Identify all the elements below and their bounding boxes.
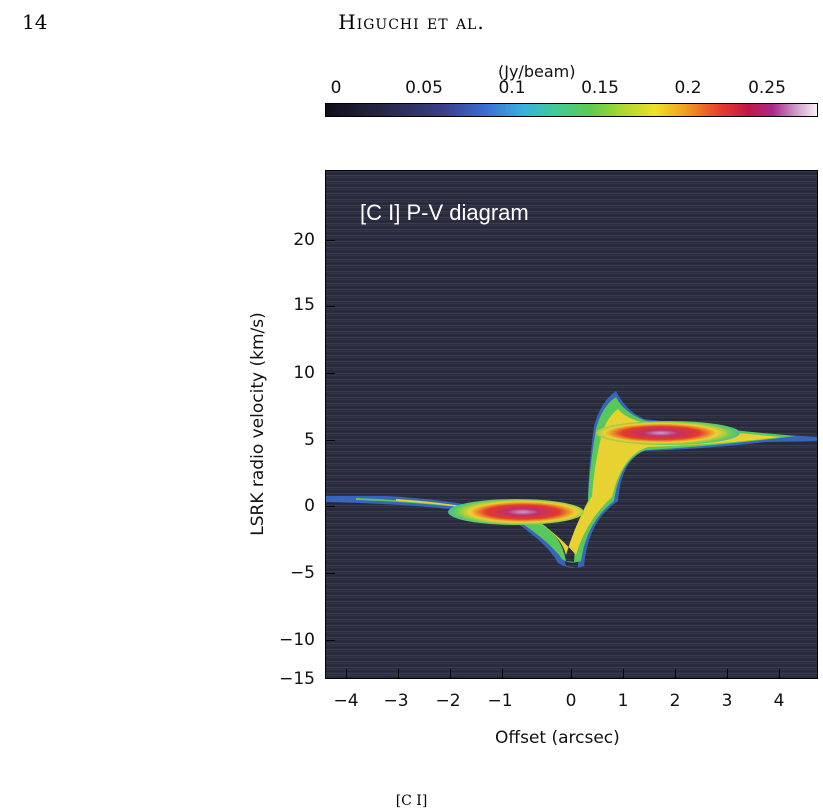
running-head: Higuchi et al. [338,10,485,34]
emission-yellow [396,409,781,555]
y-tick-mark [325,573,335,574]
y-tick-mark [325,440,335,441]
x-tick-label: −3 [383,691,409,711]
colorbar-tick-label: 0.1 [498,78,526,98]
x-tick-label: −2 [435,691,461,711]
colorbar [325,103,818,117]
colorbar-tick-label: 0.15 [581,78,619,98]
y-tick-mark [325,373,335,374]
y-tick-label: 0 [304,496,315,516]
x-tick-label: 4 [773,691,785,711]
colorbar-tick-label: 0.25 [748,78,786,98]
y-tick-label: 20 [293,230,315,250]
x-tick-label: 0 [565,691,577,711]
y-tick-label: 5 [304,430,315,450]
y-tick-mark [325,240,335,241]
colorbar-tick-label: 0 [330,78,342,98]
page-number: 14 [22,10,48,34]
heatmap-background [326,171,817,678]
pv-diagram-plot [325,170,818,679]
y-tick-label: 10 [293,363,315,383]
x-tick-mark [346,669,347,679]
y-tick-label: −10 [279,630,315,650]
blueshifted-lobe [448,499,584,525]
x-axis-label: Offset (arcsec) [495,728,620,748]
y-axis-label: LSRK radio velocity (km/s) [248,312,268,536]
x-tick-label: −4 [333,691,359,711]
x-tick-mark [502,669,503,679]
x-tick-mark [450,669,451,679]
colorbar-tick-label: 0.05 [405,78,443,98]
x-tick-label: −1 [487,691,513,711]
y-tick-label: 15 [293,295,315,315]
x-tick-mark [675,669,676,679]
x-tick-mark [727,669,728,679]
x-tick-mark [398,669,399,679]
colorbar-tick-label: 0.2 [674,78,702,98]
x-tick-mark [571,669,572,679]
plot-title: [C I] P-V diagram [360,200,529,225]
y-tick-label: −15 [279,669,315,689]
x-tick-mark [779,669,780,679]
y-tick-mark [325,640,335,641]
figure-caption-fragment: [C I] [395,793,428,809]
x-tick-mark [623,669,624,679]
x-tick-label: 3 [721,691,733,711]
pv-diagram-heatmap [326,171,817,678]
x-tick-label: 1 [617,691,629,711]
redshifted-lobe [596,421,740,445]
y-tick-mark [325,506,335,507]
colorbar-unit-label: (Jy/beam) [498,62,576,81]
y-tick-mark [325,306,335,307]
y-tick-label: −5 [289,563,315,583]
x-tick-label: 2 [669,691,681,711]
